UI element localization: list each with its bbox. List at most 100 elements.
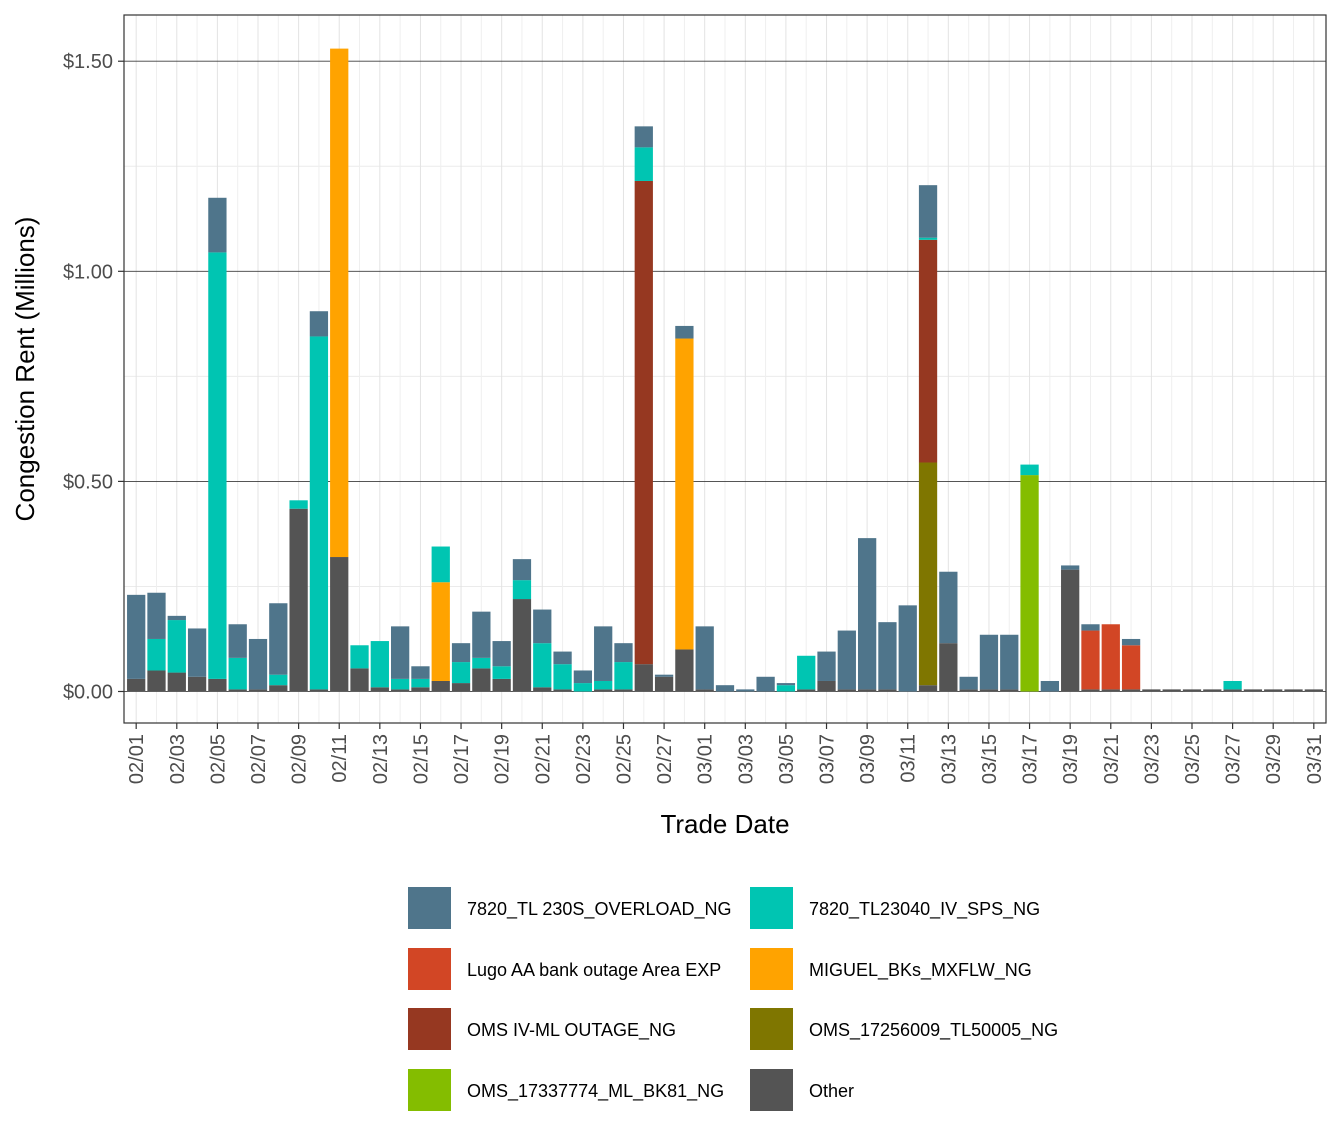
bar-segment [857, 538, 877, 690]
bar-segment [736, 689, 755, 692]
bar-segment [147, 592, 166, 639]
bar-segment [228, 689, 247, 692]
x-tick-label: 03/19 [1060, 734, 1082, 784]
bar-segment [370, 687, 389, 692]
bar-segment [634, 664, 653, 692]
x-tick-label: 03/13 [938, 734, 960, 784]
bar-segment [1162, 689, 1181, 692]
bar-segment [309, 336, 329, 690]
bar-segment [248, 638, 268, 690]
x-tick-label: 03/07 [817, 734, 839, 784]
x-tick-label: 03/11 [898, 734, 920, 783]
bar-segment [1081, 624, 1100, 631]
y-tick-label: $0.50 [63, 471, 113, 493]
bar-segment [492, 641, 511, 667]
bar-segment [512, 599, 532, 692]
bar-segment [614, 643, 633, 663]
x-tick-label: 02/09 [289, 734, 311, 784]
bar-segment [1182, 689, 1202, 692]
bar-segment [959, 676, 978, 690]
bar-segment [675, 325, 694, 339]
x-tick-label: 02/01 [126, 734, 148, 784]
bar-segment [127, 678, 146, 692]
bar-segment [918, 239, 938, 463]
bar-segment [289, 500, 308, 509]
bar-segment [187, 628, 207, 677]
bar-segment [1121, 689, 1141, 692]
bar-segment [776, 683, 796, 686]
bar-segment [289, 508, 308, 692]
bar-segment [573, 683, 593, 692]
bar-segment [1101, 624, 1120, 690]
bar-segment [1284, 689, 1303, 692]
bar-segment [330, 48, 349, 558]
legend-label: Lugo AA bank outage Area EXP [467, 960, 721, 980]
bar-segment [411, 678, 430, 688]
bar-segment [797, 655, 816, 690]
bar-segment [553, 651, 572, 665]
bar-segment [634, 180, 653, 665]
bar-segment [553, 689, 572, 692]
bar-segment [1061, 569, 1080, 692]
bar-segment [939, 571, 958, 644]
x-tick-label: 02/07 [248, 734, 270, 784]
bar-segment [390, 626, 410, 679]
bar-segment [411, 666, 430, 679]
bar-segment [614, 689, 633, 692]
x-tick-label: 03/25 [1182, 734, 1204, 784]
bar-segment [492, 678, 511, 692]
legend-swatch [408, 948, 451, 990]
legend-swatch [408, 1008, 451, 1050]
bar-segment [1243, 689, 1263, 692]
x-tick-label: 03/31 [1304, 734, 1326, 784]
bar-segment [553, 664, 572, 690]
bar-segment [330, 557, 349, 692]
bar-segment [797, 689, 816, 692]
bar-segment [248, 689, 268, 692]
bar-segment [1020, 475, 1039, 692]
x-axis-title: Trade Date [660, 809, 789, 839]
x-tick-label: 03/17 [1020, 734, 1042, 784]
bar-segment [309, 311, 329, 337]
bar-segment [837, 689, 856, 692]
bar-segment [776, 685, 796, 692]
legend-label: OMS_17256009_TL50005_NG [809, 1020, 1058, 1041]
x-tick-label: 03/05 [776, 734, 798, 784]
legend-label: 7820_TL23040_IV_SPS_NG [809, 899, 1040, 920]
bar-segment [390, 689, 410, 692]
bar-segment [634, 126, 653, 148]
bar-segment [208, 252, 227, 679]
bar-segment [1040, 680, 1060, 692]
bar-segment [512, 559, 532, 581]
bar-segment [675, 649, 694, 692]
x-tick-label: 02/13 [370, 734, 392, 784]
bar-segment [350, 668, 369, 692]
legend-label: 7820_TL 230S_OVERLOAD_NG [467, 899, 731, 920]
bar-segment [939, 643, 958, 692]
bar-segment [512, 580, 532, 600]
x-tick-label: 03/09 [857, 734, 879, 784]
x-tick-label: 02/21 [532, 734, 554, 784]
x-axis: 02/01 02/03 02/05 02/07 02/09 02/11 02/13 02/15… [126, 723, 1326, 784]
x-tick-label: 02/23 [573, 734, 595, 784]
legend-swatch [408, 887, 451, 929]
bar-segment [878, 689, 897, 692]
bar-segment [918, 185, 938, 238]
bar-segment [594, 680, 613, 690]
x-tick-label: 02/03 [167, 734, 189, 784]
bar-segment [167, 615, 186, 621]
x-tick-label: 02/19 [492, 734, 514, 784]
bar-segment [675, 338, 694, 650]
bar-segment [979, 634, 999, 690]
bar-segment [614, 662, 633, 690]
bar-segment [451, 662, 471, 684]
bar-segment [1223, 689, 1242, 692]
x-tick-label: 03/21 [1101, 734, 1123, 784]
legend-label: Other [809, 1081, 854, 1101]
bar-segment [918, 462, 938, 686]
bar-segment [472, 657, 491, 669]
bar-segment [370, 641, 389, 688]
x-tick-label: 03/29 [1263, 734, 1285, 784]
legend-swatch [750, 948, 793, 990]
